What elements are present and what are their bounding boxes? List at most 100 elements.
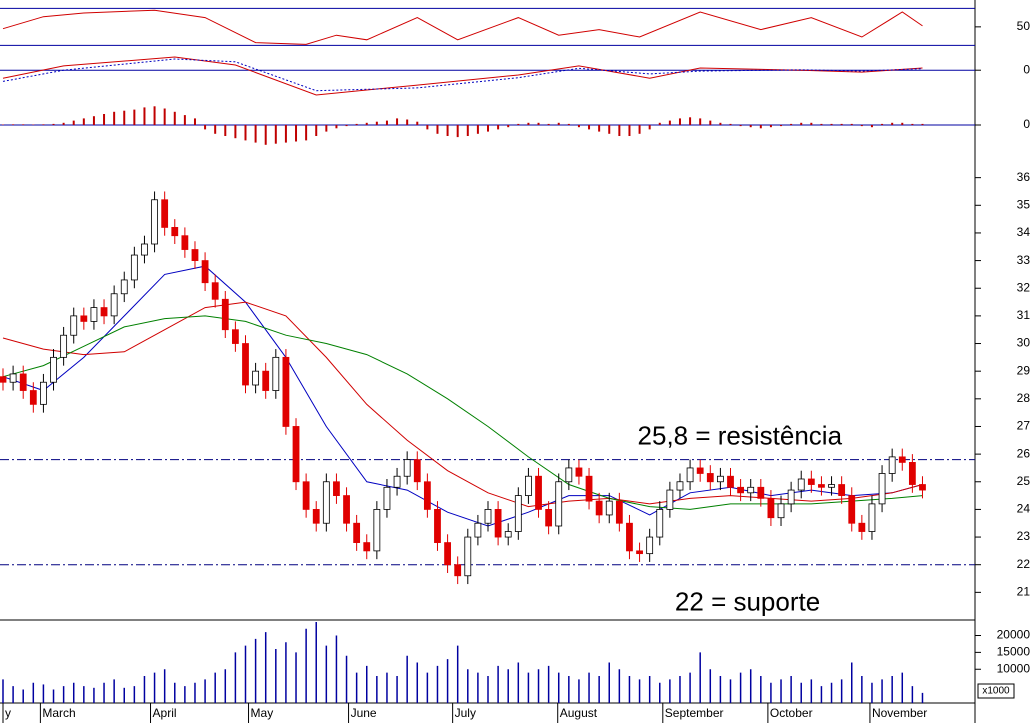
candle-body: [727, 475, 734, 488]
candle-body: [343, 495, 350, 524]
y-tick-label: 15000: [997, 645, 1031, 659]
candle-body: [120, 279, 128, 295]
candle-body: [403, 459, 411, 477]
candle-body: [787, 489, 795, 505]
candle-body: [777, 503, 785, 519]
candle-body: [555, 481, 563, 527]
candle-body: [242, 343, 249, 386]
candle-body: [636, 550, 643, 555]
candle-body: [60, 334, 68, 358]
candle-body: [454, 564, 462, 577]
annotation: 25,8 = resistência: [638, 420, 843, 450]
candle-body: [292, 426, 300, 483]
candle-body: [484, 509, 492, 524]
candle-body: [393, 475, 401, 488]
y-tick-label: 35: [1017, 197, 1031, 211]
candle-body: [171, 227, 179, 237]
y-tick-label: 30: [1017, 336, 1031, 350]
candle-body: [29, 390, 37, 405]
y-tick-label: 21: [1017, 585, 1031, 599]
candle-body: [716, 475, 724, 483]
y-tick-label: 22: [1017, 557, 1031, 571]
candle-body: [9, 373, 17, 383]
candle-body: [575, 467, 583, 477]
series-line: [2, 9, 923, 45]
candle-body: [221, 298, 229, 331]
candle-body: [828, 484, 835, 488]
candle-body: [737, 486, 745, 494]
y-tick-label: 24: [1017, 502, 1031, 516]
series-line: [2, 58, 923, 92]
candle-body: [312, 509, 320, 524]
candle-body: [504, 531, 512, 538]
x-tick-label: September: [665, 706, 724, 720]
unit-box: [977, 683, 1015, 699]
candle-body: [333, 481, 340, 496]
candle-body: [565, 467, 573, 483]
candle-body: [252, 370, 260, 386]
y-tick-label: 29: [1017, 363, 1031, 377]
y-tick-label: 28: [1017, 391, 1031, 405]
candle-body: [797, 478, 805, 491]
annotation: 22 = suporte: [675, 586, 820, 616]
candle-body: [0, 376, 7, 383]
x-tick-label: July: [455, 706, 476, 720]
y-tick-label: 36: [1017, 170, 1031, 184]
series-line: [2, 56, 923, 96]
candle-body: [838, 484, 846, 496]
candle-body: [130, 254, 138, 281]
candle-body: [646, 536, 654, 555]
x-tick-label: y: [5, 706, 11, 720]
candle-body: [858, 522, 866, 532]
candle-body: [201, 260, 209, 284]
y-tick-label: 20000: [997, 628, 1031, 642]
candle-body: [767, 497, 775, 519]
candle-body: [100, 307, 108, 317]
candle-body: [525, 475, 532, 496]
candle-body: [262, 370, 270, 391]
candle-body: [818, 484, 825, 488]
y-tick-label: 23: [1017, 529, 1031, 543]
y-tick-label: 26: [1017, 446, 1031, 460]
candle-body: [434, 509, 441, 543]
candle-body: [898, 456, 906, 463]
candle-body: [231, 329, 239, 344]
candle-body: [807, 478, 815, 485]
x-tick-label: August: [560, 706, 598, 720]
candle-body: [191, 249, 199, 261]
candle-body: [373, 509, 381, 552]
candle-body: [383, 486, 391, 510]
x-tick-label: June: [351, 706, 377, 720]
candle-body: [302, 481, 310, 510]
y-tick-label: 25: [1017, 474, 1031, 488]
candle-body: [626, 522, 633, 552]
candle-body: [282, 356, 290, 427]
candle-body: [161, 199, 169, 228]
candle-body: [444, 542, 451, 566]
series-line: [2, 301, 923, 508]
series-line: [2, 265, 923, 527]
y-tick-label: 50: [1017, 19, 1031, 33]
y-tick-label: 34: [1017, 225, 1031, 239]
candle-body: [474, 522, 482, 538]
candle-body: [151, 199, 158, 245]
candle-body: [272, 356, 280, 391]
candle-body: [888, 456, 896, 474]
candle-body: [322, 481, 330, 524]
candle-body: [585, 475, 593, 502]
candle-body: [353, 522, 361, 543]
candle-body: [110, 293, 118, 317]
candle-body: [706, 473, 714, 483]
x-tick-label: October: [770, 706, 813, 720]
candle-body: [666, 489, 674, 510]
x-tick-label: March: [42, 706, 75, 720]
candle-body: [908, 462, 916, 485]
candle-body: [848, 495, 856, 524]
unit-label: x1000: [982, 686, 1010, 697]
y-tick-label: 0: [1023, 117, 1030, 131]
x-tick-label: April: [153, 706, 177, 720]
y-tick-label: 10000: [997, 661, 1031, 675]
candle-body: [605, 500, 613, 516]
